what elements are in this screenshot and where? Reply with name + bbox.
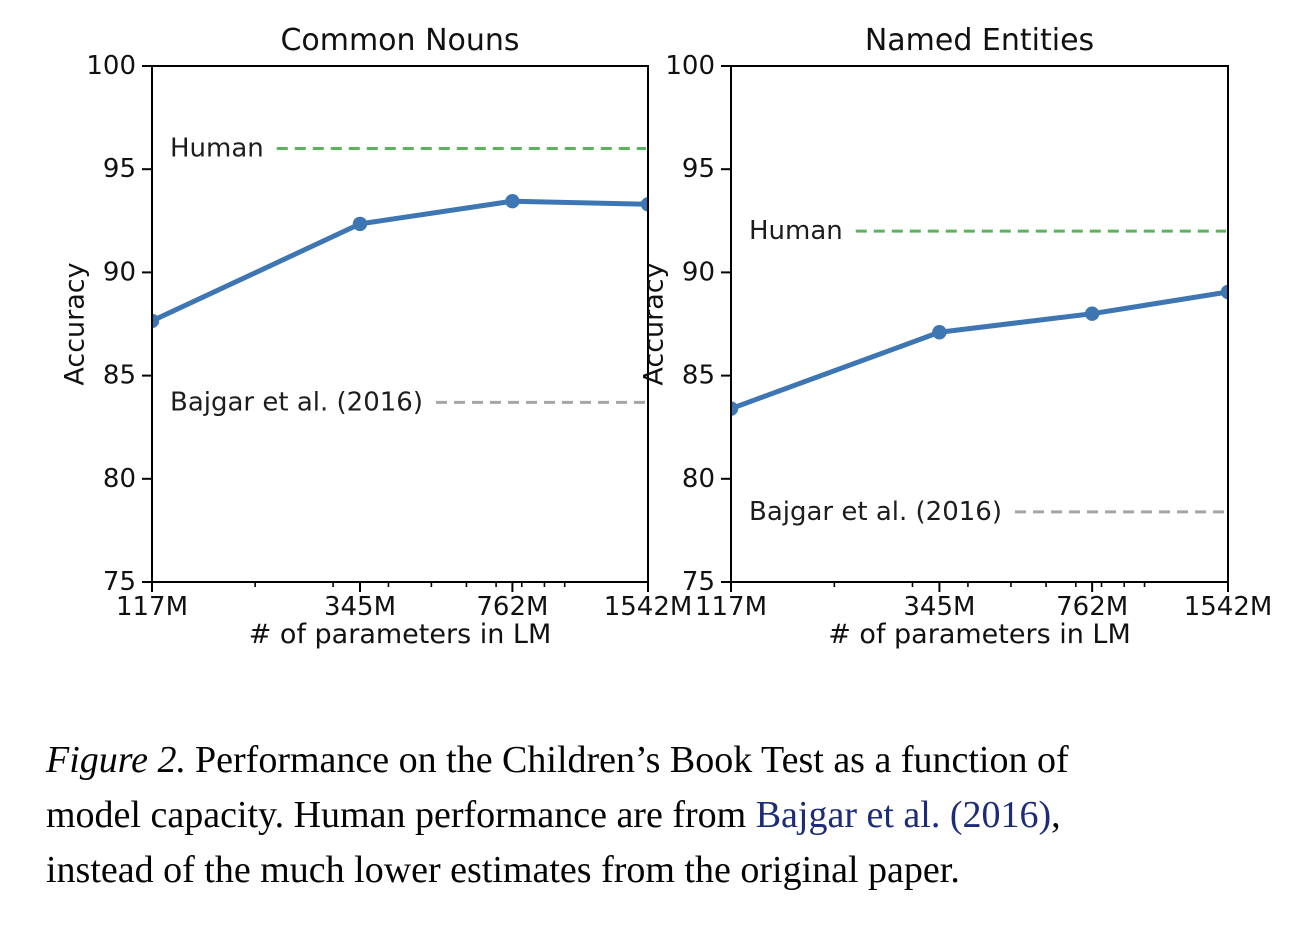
- caption-citation-link[interactable]: Bajgar et al. (2016): [755, 794, 1052, 836]
- named-entities-xtick-label: 762M: [1056, 592, 1128, 622]
- named-entities-plot-border: [730, 65, 1229, 583]
- named-entities-xtick-label: 345M: [903, 592, 975, 622]
- named-entities-data-point: [731, 401, 739, 416]
- named-entities-data-point: [1084, 306, 1100, 321]
- named-entities-ytick-label: 90: [682, 257, 715, 287]
- named-entities-ytick-label: 85: [682, 361, 715, 391]
- caption-line2-text: model capacity. Human performance are fr…: [46, 794, 747, 836]
- common-nouns-xtick-label: 117M: [116, 592, 188, 622]
- caption-line3-text: instead of the much lower estimates from…: [46, 849, 960, 891]
- common-nouns-ref-bajgar-et-al-2016-label: Bajgar et al. (2016): [170, 387, 423, 417]
- common-nouns-ytick-label: 75: [103, 567, 136, 597]
- caption-line1-text: Performance on the Children’s Book Test …: [195, 739, 1069, 781]
- named-entities-ref-human-label: Human: [749, 216, 843, 246]
- common-nouns-ytick-label: 85: [103, 361, 136, 391]
- common-nouns-xaxis-label: # of parameters in LM: [249, 619, 552, 650]
- named-entities-title: Named Entities: [865, 23, 1094, 58]
- caption-line-2: model capacity. Human performance are fr…: [46, 788, 1306, 843]
- common-nouns-data-point: [640, 197, 648, 212]
- common-nouns-plot-border: [151, 65, 649, 583]
- caption-figure-label: Figure 2.: [46, 739, 187, 781]
- named-entities-series-line: [731, 289, 1228, 412]
- common-nouns-data-point: [505, 193, 520, 209]
- common-nouns-ytick-label: 90: [103, 257, 136, 287]
- common-nouns-data-point: [152, 313, 160, 329]
- common-nouns-xtick-label: 345M: [324, 592, 396, 622]
- named-entities-yaxis-label: Accuracy: [639, 262, 670, 385]
- named-entities-data-point: [1220, 284, 1228, 300]
- common-nouns-yaxis-label: Accuracy: [60, 262, 91, 385]
- common-nouns-ref-human-label: Human: [170, 134, 264, 164]
- named-entities-ytick-label: 100: [665, 51, 715, 81]
- caption-line2-comma: ,: [1051, 794, 1061, 836]
- named-entities-ytick-label: 95: [682, 154, 715, 184]
- common-nouns-ytick-label: 80: [103, 464, 136, 494]
- common-nouns-xtick-label: 1542M: [604, 592, 693, 622]
- named-entities-ytick-label: 75: [682, 567, 715, 597]
- named-entities-xtick-label: 117M: [695, 592, 767, 622]
- figure-plots: Common Nouns # of parameters in LM Accurac…: [60, 23, 1273, 650]
- common-nouns-title: Common Nouns: [280, 23, 519, 58]
- caption-line-1: Figure 2. Performance on the Children’s B…: [46, 733, 1306, 788]
- named-entities-ref-bajgar-et-al-2016-label: Bajgar et al. (2016): [749, 497, 1002, 527]
- common-nouns-ytick-label: 95: [103, 154, 136, 184]
- panel-common-nouns: Common Nouns # of parameters in LM Accurac…: [60, 23, 693, 650]
- common-nouns-series-line: [152, 198, 648, 324]
- caption-line-3: instead of the much lower estimates from…: [46, 843, 1306, 898]
- common-nouns-xtick-label: 762M: [476, 592, 548, 622]
- common-nouns-data-point: [352, 216, 368, 232]
- named-entities-xaxis-label: # of parameters in LM: [828, 619, 1131, 650]
- named-entities-data-point: [932, 325, 947, 340]
- panel-named-entities: Named Entities # of parameters in LM Accur…: [639, 23, 1273, 650]
- named-entities-xtick-label: 1542M: [1184, 592, 1273, 622]
- figure-caption: Figure 2. Performance on the Children’s B…: [46, 733, 1306, 898]
- named-entities-ytick-label: 80: [682, 464, 715, 494]
- common-nouns-ytick-label: 100: [86, 51, 136, 81]
